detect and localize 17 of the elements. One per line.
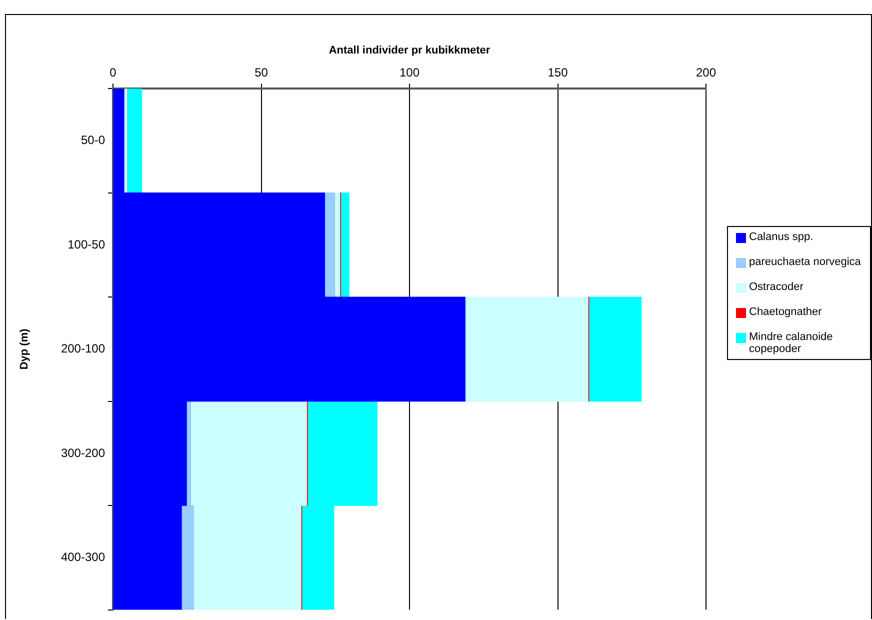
x-tick-label: 50 — [254, 66, 268, 80]
y-tick-label: 400-300 — [60, 550, 106, 564]
y-tick-label: 200-100 — [60, 342, 106, 356]
y-tick-label: 50-0 — [80, 133, 106, 148]
x-tick-label: 200 — [696, 66, 716, 80]
x-tick-label: 100 — [399, 66, 420, 80]
x-tick-label: 0 — [110, 66, 117, 80]
y-axis-title: Dyp (m) — [18, 328, 31, 370]
y-tick-label: 100-50 — [68, 237, 106, 252]
legend-label: Calanus spp. — [749, 231, 814, 243]
legend-label: pareuchaeta norvegica — [749, 256, 861, 268]
x-axis-title: Antall individer pr kubikkmeter — [328, 44, 491, 57]
x-tick-label: 150 — [548, 66, 568, 80]
legend-label: Chaetognather — [749, 306, 822, 318]
legend-label: Ostracoder — [749, 281, 804, 293]
y-tick-label: 300-200 — [60, 446, 106, 460]
legend-label: Mindre calanoide copepoder — [749, 331, 834, 355]
